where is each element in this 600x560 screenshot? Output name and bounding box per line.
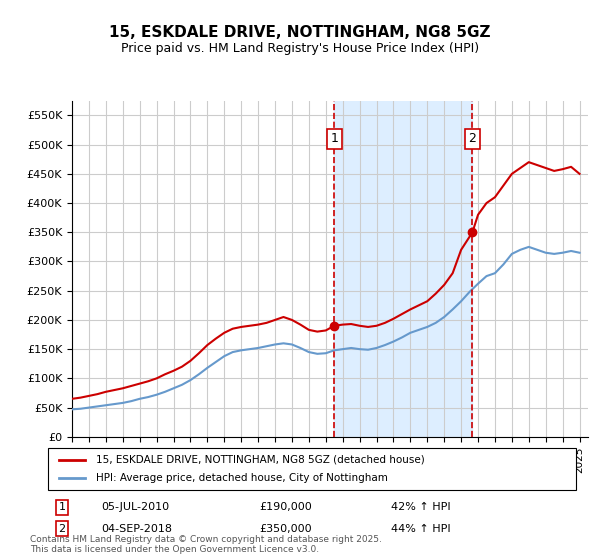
- Text: 15, ESKDALE DRIVE, NOTTINGHAM, NG8 5GZ (detached house): 15, ESKDALE DRIVE, NOTTINGHAM, NG8 5GZ (…: [95, 455, 424, 465]
- Text: 2: 2: [469, 132, 476, 145]
- Text: HPI: Average price, detached house, City of Nottingham: HPI: Average price, detached house, City…: [95, 473, 388, 483]
- Text: 1: 1: [330, 132, 338, 145]
- Text: £190,000: £190,000: [259, 502, 312, 512]
- Text: 05-JUL-2010: 05-JUL-2010: [101, 502, 169, 512]
- Bar: [334, 101, 472, 437]
- Text: 15, ESKDALE DRIVE, NOTTINGHAM, NG8 5GZ: 15, ESKDALE DRIVE, NOTTINGHAM, NG8 5GZ: [109, 25, 491, 40]
- Text: 04-SEP-2018: 04-SEP-2018: [101, 524, 172, 534]
- Text: £350,000: £350,000: [259, 524, 312, 534]
- Text: 44% ↑ HPI: 44% ↑ HPI: [391, 524, 451, 534]
- FancyBboxPatch shape: [48, 448, 576, 490]
- Text: 42% ↑ HPI: 42% ↑ HPI: [391, 502, 451, 512]
- Text: Price paid vs. HM Land Registry's House Price Index (HPI): Price paid vs. HM Land Registry's House …: [121, 42, 479, 55]
- Text: 2: 2: [59, 524, 65, 534]
- Text: 1: 1: [59, 502, 65, 512]
- Text: Contains HM Land Registry data © Crown copyright and database right 2025.
This d: Contains HM Land Registry data © Crown c…: [30, 535, 382, 554]
